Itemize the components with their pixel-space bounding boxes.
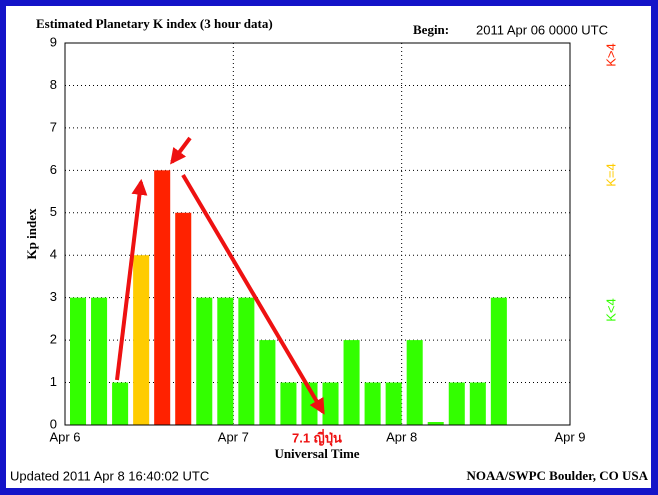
bar xyxy=(490,297,507,425)
bar xyxy=(385,382,402,425)
bar xyxy=(364,382,381,425)
y-tick-label: 8 xyxy=(50,77,57,92)
legend-entry: K=4 xyxy=(603,163,618,187)
y-tick-label: 2 xyxy=(50,332,57,347)
bar xyxy=(343,340,360,425)
bar xyxy=(469,382,486,425)
y-tick-label: 0 xyxy=(50,416,57,431)
bar xyxy=(133,255,150,425)
chart-title: Estimated Planetary K index (3 hour data… xyxy=(36,16,273,31)
y-tick-label: 7 xyxy=(50,119,57,134)
begin-date: 2011 Apr 06 0000 UTC xyxy=(476,22,608,37)
begin-label: Begin: xyxy=(413,22,449,37)
plot-border xyxy=(64,42,571,426)
y-tick-label: 4 xyxy=(50,247,57,262)
updated: Updated 2011 Apr 8 16:40:02 UTC xyxy=(10,468,209,483)
source: NOAA/SWPC Boulder, CO USA xyxy=(466,468,648,483)
y-tick-label: 6 xyxy=(50,162,57,177)
bar xyxy=(448,382,465,425)
bar xyxy=(70,297,87,425)
bar xyxy=(154,170,171,425)
x-tick-label: Apr 7 xyxy=(218,429,249,444)
bar xyxy=(175,212,192,425)
bar xyxy=(406,340,423,425)
x-tick-label: Apr 8 xyxy=(386,429,417,444)
bar xyxy=(259,340,276,425)
bar xyxy=(217,297,234,425)
bar xyxy=(427,422,444,425)
x-tick-label: Apr 9 xyxy=(554,429,585,444)
bar xyxy=(112,382,129,425)
legend-entry: K<4 xyxy=(603,298,618,322)
bar xyxy=(91,297,108,425)
annotation: 7.1 ญี่ปุ่น xyxy=(292,428,342,446)
x-tick-label: Apr 6 xyxy=(49,429,80,444)
y-tick-label: 3 xyxy=(50,289,57,304)
arrows xyxy=(115,136,325,415)
x-axis-label: Universal Time xyxy=(274,446,359,461)
y-axis-label: Kp index xyxy=(24,208,39,259)
bar xyxy=(280,382,297,425)
bar xyxy=(196,297,213,425)
y-tick-label: 1 xyxy=(50,374,57,389)
legend-entry: K>4 xyxy=(603,43,618,67)
bar xyxy=(322,382,339,425)
y-tick-label: 5 xyxy=(50,204,57,219)
y-tick-label: 9 xyxy=(50,34,57,49)
bar xyxy=(238,297,255,425)
